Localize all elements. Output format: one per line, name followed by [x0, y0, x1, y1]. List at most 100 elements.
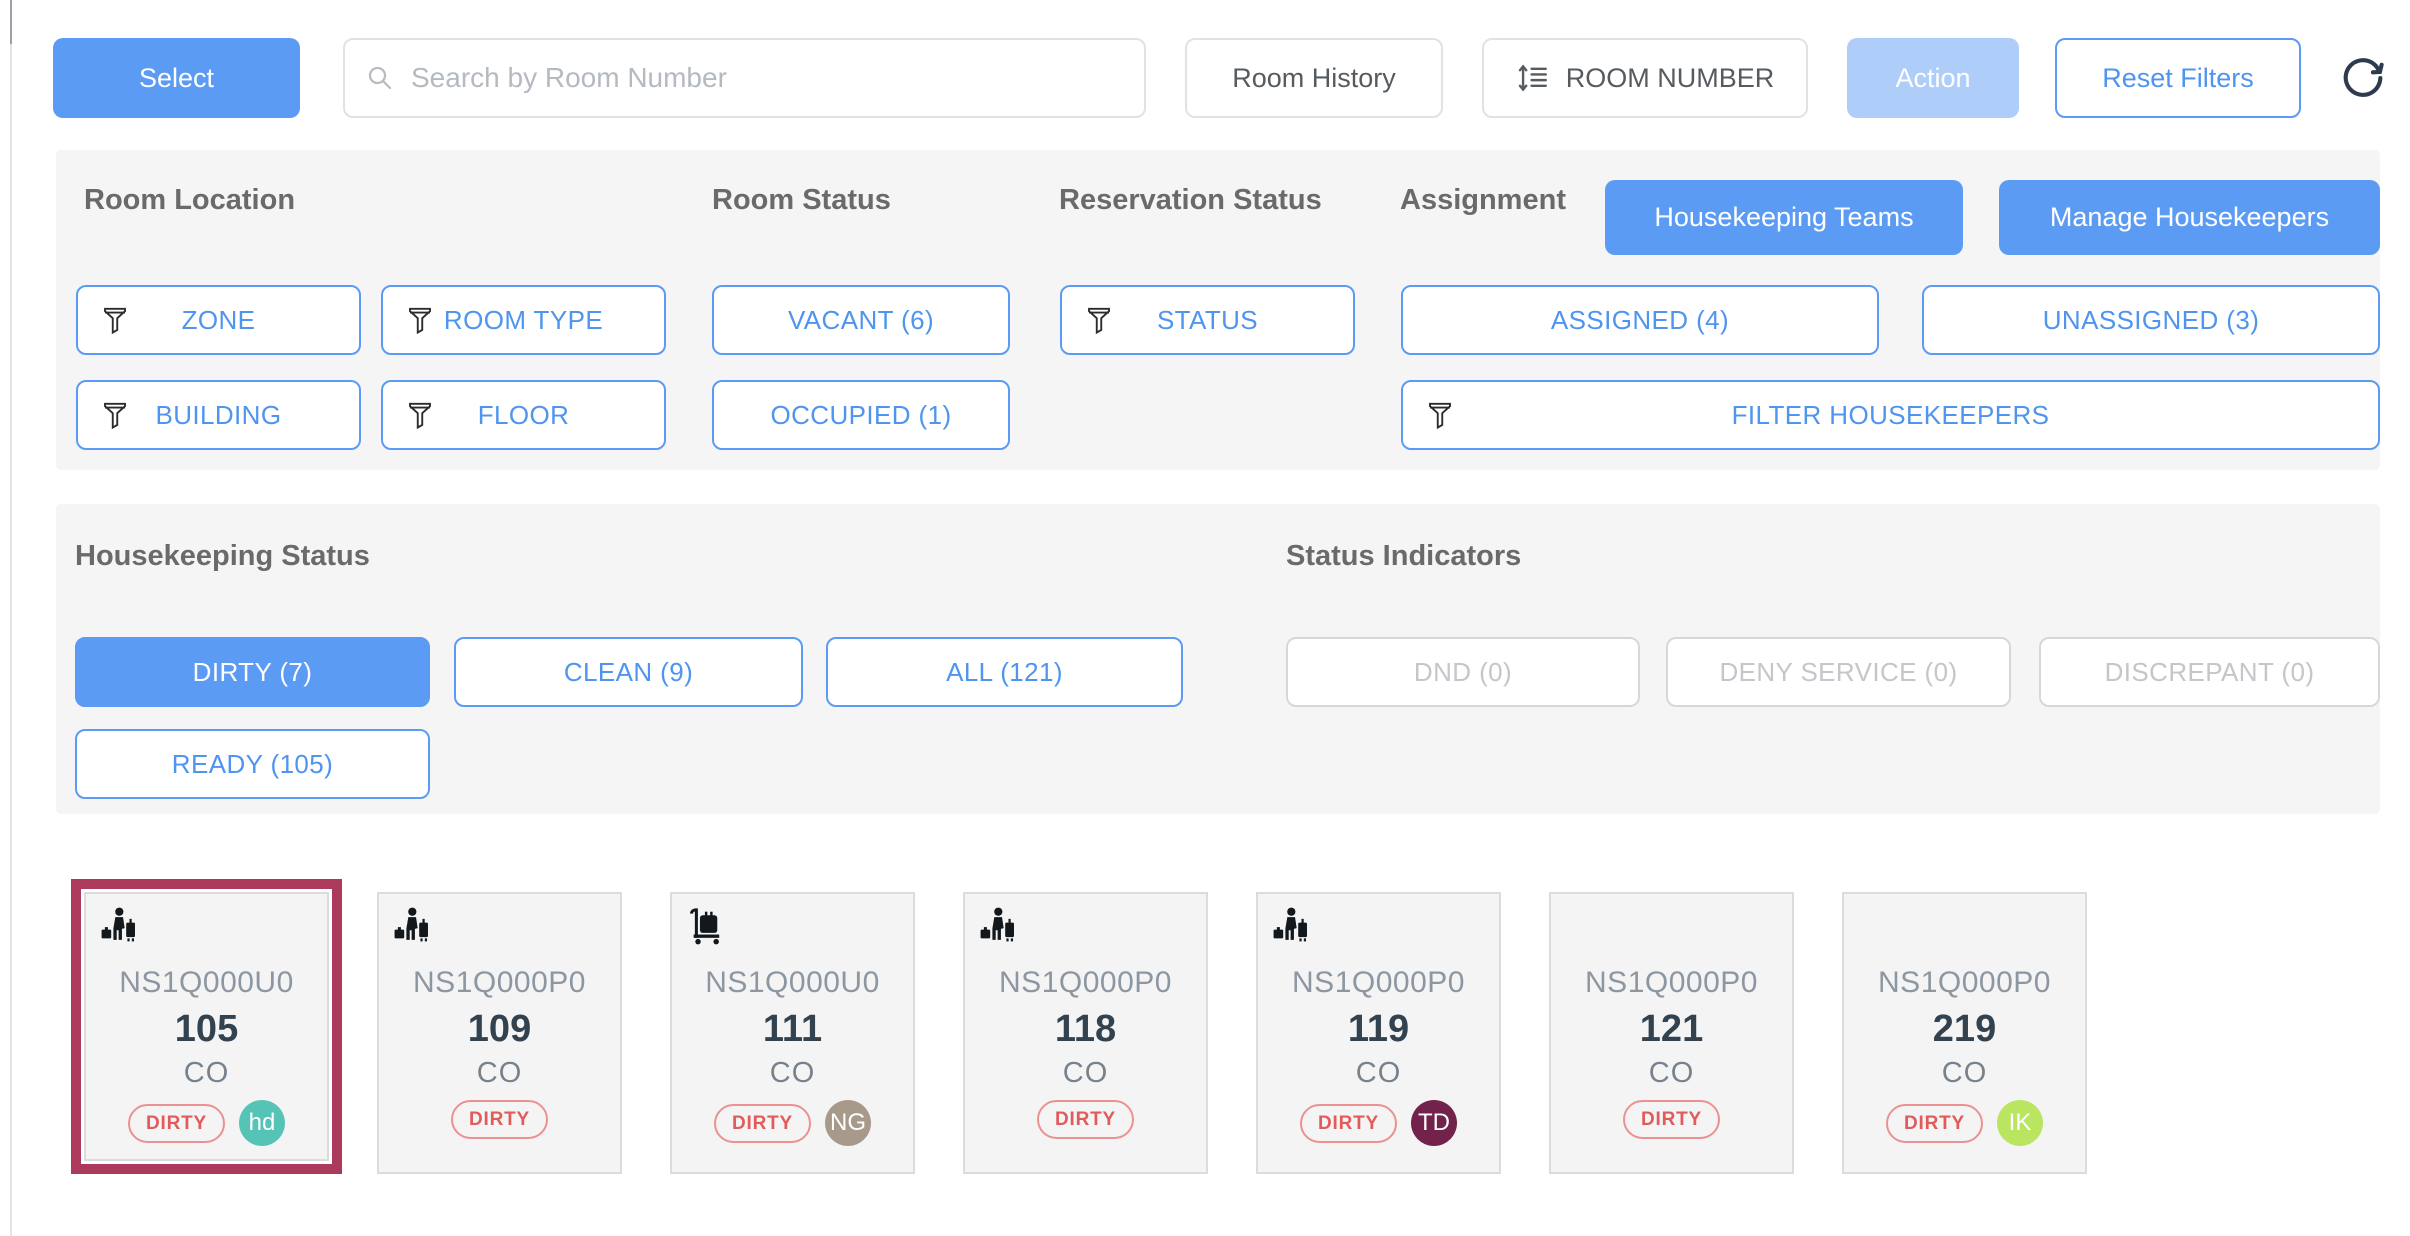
room-number: 119 [1347, 1008, 1410, 1050]
room-card[interactable]: NS1Q000P0 219 CO DIRTY IK [1842, 892, 2087, 1174]
action-button[interactable]: Action [1847, 38, 2019, 118]
dirty-filter-button[interactable]: DIRTY (7) [75, 637, 430, 707]
reset-filters-button[interactable]: Reset Filters [2055, 38, 2301, 118]
reservation-code: CO [1941, 1057, 1988, 1089]
funnel-icon [1088, 307, 1110, 335]
filter-housekeepers-button[interactable]: FILTER HOUSEKEEPERS [1401, 380, 2380, 450]
guest-with-luggage-icon [980, 907, 1014, 942]
sort-by-dropdown[interactable]: ROOM NUMBER [1482, 38, 1808, 118]
refresh-icon [2343, 58, 2384, 97]
dirty-status-badge: DIRTY [1300, 1103, 1397, 1143]
dirty-filter-label: DIRTY (7) [192, 656, 313, 687]
room-number: 109 [467, 1008, 532, 1050]
room-type-code: NS1Q000P0 [999, 966, 1172, 999]
floor-filter-button[interactable]: FLOOR [381, 380, 666, 450]
status-filter-label: STATUS [1156, 304, 1259, 335]
luggage-cart-icon [690, 908, 720, 945]
housekeeper-badge[interactable]: TD [1411, 1100, 1457, 1146]
reservation-code: CO [183, 1057, 230, 1089]
ready-filter-button[interactable]: READY (105) [75, 729, 430, 799]
clean-filter-button[interactable]: CLEAN (9) [454, 637, 803, 707]
building-filter-button[interactable]: BUILDING [76, 380, 361, 450]
floor-filter-label: FLOOR [477, 399, 570, 430]
room-number: 219 [1932, 1008, 1997, 1050]
room-type-filter-label: ROOM TYPE [443, 304, 604, 335]
select-button[interactable]: Select [53, 38, 300, 118]
manage-housekeepers-button[interactable]: Manage Housekeepers [1999, 180, 2380, 255]
all-filter-button[interactable]: ALL (121) [826, 637, 1183, 707]
dirty-status-badge: DIRTY [451, 1100, 548, 1139]
funnel-icon [409, 307, 431, 335]
deny-service-filter-label: DENY SERVICE (0) [1719, 656, 1958, 687]
room-number: 118 [1054, 1008, 1117, 1050]
room-card[interactable]: NS1Q000U0 111 CO DIRTY NG [670, 892, 915, 1174]
filters-panel: Room Location Room Status Reservation St… [56, 150, 2380, 470]
room-search-box[interactable] [343, 38, 1146, 118]
sort-icon [1518, 64, 1547, 92]
ready-filter-label: READY (105) [171, 748, 334, 779]
reservation-code: CO [476, 1057, 523, 1089]
reservation-status-title: Reservation Status [1059, 184, 1322, 216]
room-type-filter-button[interactable]: ROOM TYPE [381, 285, 666, 355]
reservation-code: CO [1062, 1057, 1109, 1089]
zone-filter-button[interactable]: ZONE [76, 285, 361, 355]
room-card[interactable]: NS1Q000P0 118 CO DIRTY [963, 892, 1208, 1174]
reservation-code: CO [1355, 1057, 1402, 1089]
zone-filter-label: ZONE [181, 304, 256, 335]
room-card[interactable]: NS1Q000P0 119 CO DIRTY TD [1256, 892, 1501, 1174]
reservation-code: CO [1648, 1057, 1695, 1089]
sort-by-label: ROOM NUMBER [1565, 62, 1775, 93]
assigned-filter-button[interactable]: ASSIGNED (4) [1401, 285, 1879, 355]
guest-with-luggage-icon [1273, 907, 1307, 942]
vacant-filter-label: VACANT (6) [787, 304, 935, 335]
dirty-status-badge: DIRTY [1623, 1100, 1720, 1139]
funnel-icon [104, 402, 126, 430]
room-type-code: NS1Q000P0 [1585, 966, 1758, 999]
room-type-code: NS1Q000U0 [119, 966, 294, 999]
guest-with-luggage-icon [101, 907, 135, 942]
room-card[interactable]: NS1Q000U0 105 CO DIRTY hd [71, 879, 342, 1174]
dirty-status-badge: DIRTY [1037, 1100, 1134, 1139]
search-input[interactable] [409, 61, 1124, 95]
dirty-status-badge: DIRTY [128, 1103, 225, 1143]
discrepant-filter-button[interactable]: DISCREPANT (0) [2039, 637, 2380, 707]
room-location-title: Room Location [84, 184, 296, 216]
room-card[interactable]: NS1Q000P0 121 CO DIRTY [1549, 892, 1794, 1174]
deny-service-filter-button[interactable]: DENY SERVICE (0) [1666, 637, 2011, 707]
clean-filter-label: CLEAN (9) [563, 656, 694, 687]
unassigned-filter-button[interactable]: UNASSIGNED (3) [1922, 285, 2380, 355]
unassigned-filter-label: UNASSIGNED (3) [2042, 304, 2260, 335]
room-card-grid: NS1Q000U0 105 CO DIRTY hd [71, 879, 2135, 1174]
reservation-code: CO [769, 1057, 816, 1089]
dnd-filter-button[interactable]: DND (0) [1286, 637, 1640, 707]
room-type-code: NS1Q000U0 [705, 966, 880, 999]
occupied-filter-button[interactable]: OCCUPIED (1) [712, 380, 1010, 450]
toolbar: Select Room History ROOM NUMBER Action R… [53, 38, 2410, 118]
housekeeper-badge[interactable]: IK [1997, 1100, 2043, 1146]
room-type-code: NS1Q000P0 [413, 966, 586, 999]
room-number: 111 [762, 1008, 823, 1050]
room-status-title: Room Status [712, 184, 891, 216]
status-indicators-title: Status Indicators [1286, 540, 1522, 572]
funnel-icon [104, 307, 126, 335]
left-edge-divider-cap [10, 0, 12, 44]
room-number: 105 [174, 1008, 239, 1050]
filter-housekeepers-label: FILTER HOUSEKEEPERS [1731, 399, 2050, 430]
room-type-code: NS1Q000P0 [1878, 966, 2051, 999]
room-number: 121 [1639, 1008, 1704, 1050]
refresh-button[interactable] [2333, 38, 2393, 118]
vacant-filter-button[interactable]: VACANT (6) [712, 285, 1010, 355]
housekeeping-teams-button[interactable]: Housekeeping Teams [1605, 180, 1963, 255]
funnel-icon [409, 402, 431, 430]
building-filter-label: BUILDING [155, 399, 282, 430]
dirty-status-badge: DIRTY [1886, 1103, 1983, 1143]
assignment-title: Assignment [1400, 184, 1566, 216]
housekeeper-badge[interactable]: NG [825, 1100, 871, 1146]
status-filter-button[interactable]: STATUS [1060, 285, 1355, 355]
room-card[interactable]: NS1Q000P0 109 CO DIRTY [377, 892, 622, 1174]
room-history-button[interactable]: Room History [1185, 38, 1443, 118]
funnel-icon [1429, 402, 1451, 430]
housekeeper-badge[interactable]: hd [239, 1100, 285, 1146]
all-filter-label: ALL (121) [946, 656, 1063, 687]
housekeeping-status-title: Housekeeping Status [75, 540, 370, 572]
